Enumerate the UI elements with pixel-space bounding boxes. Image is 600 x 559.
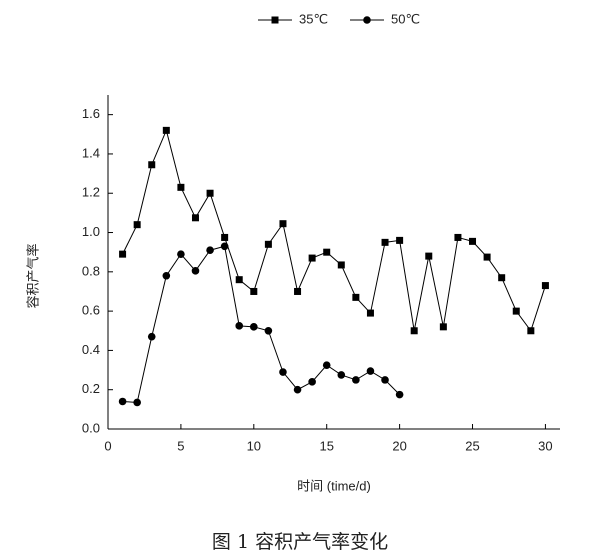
point [148, 161, 156, 169]
chart-title: 图 1 容积产气率变化 [212, 531, 388, 553]
point [235, 322, 244, 330]
x-axis-label: 时间 (time/d) [297, 478, 371, 493]
legend-label: 50℃ [391, 11, 420, 26]
point [250, 287, 258, 295]
x-tick-label: 0 [104, 438, 111, 453]
series-line [122, 128, 546, 332]
point [191, 214, 199, 222]
y-tick-label: 0.0 [82, 420, 100, 435]
point [119, 250, 127, 258]
point [527, 327, 535, 335]
point [498, 274, 506, 282]
legend-marker [271, 16, 279, 24]
point [133, 221, 141, 229]
x-tick-label: 15 [319, 438, 333, 453]
y-tick-label: 1.0 [82, 224, 100, 239]
point [439, 323, 447, 331]
point [206, 246, 214, 255]
y-axis-label: 容积产气率 [25, 243, 40, 308]
point [352, 293, 360, 301]
x-tick-label: 20 [392, 438, 406, 453]
x-tick-label: 5 [177, 438, 184, 453]
point [279, 368, 287, 376]
point [352, 376, 360, 384]
point [250, 323, 258, 331]
point [118, 397, 127, 406]
point [308, 378, 316, 386]
point [454, 233, 462, 241]
y-tick-label: 0.8 [82, 263, 100, 278]
point [396, 236, 404, 244]
point [323, 248, 331, 256]
point [308, 254, 316, 262]
point [366, 367, 375, 375]
point [177, 250, 185, 258]
y-tick-label: 0.2 [82, 381, 100, 396]
point [264, 326, 273, 335]
legend-marker [363, 16, 371, 24]
point [264, 240, 272, 248]
point [133, 398, 141, 407]
point [381, 238, 389, 246]
point [469, 237, 477, 245]
point [366, 309, 374, 317]
y-tick-label: 1.2 [82, 185, 100, 200]
point [322, 361, 331, 369]
point [147, 332, 156, 341]
point [221, 233, 229, 241]
point [162, 271, 171, 280]
point [395, 390, 404, 399]
point [293, 385, 302, 394]
y-tick-label: 1.4 [82, 145, 100, 160]
y-tick-label: 0.6 [82, 303, 100, 318]
y-tick-label: 1.6 [82, 106, 100, 121]
point [337, 371, 346, 379]
x-tick-label: 25 [465, 438, 479, 453]
point [279, 220, 287, 228]
point [235, 276, 243, 284]
x-tick-label: 30 [538, 438, 552, 453]
point [483, 253, 491, 261]
point [206, 189, 214, 197]
y-tick-label: 0.4 [82, 342, 100, 357]
point [337, 261, 345, 269]
point [162, 126, 170, 134]
point [410, 327, 418, 335]
point [220, 242, 229, 251]
x-tick-label: 10 [247, 438, 261, 453]
legend-label: 35℃ [299, 11, 328, 26]
point [425, 252, 433, 260]
point [294, 287, 302, 295]
point [191, 267, 200, 275]
point [177, 183, 185, 191]
point [541, 282, 549, 290]
point [381, 376, 389, 384]
point [512, 307, 520, 315]
